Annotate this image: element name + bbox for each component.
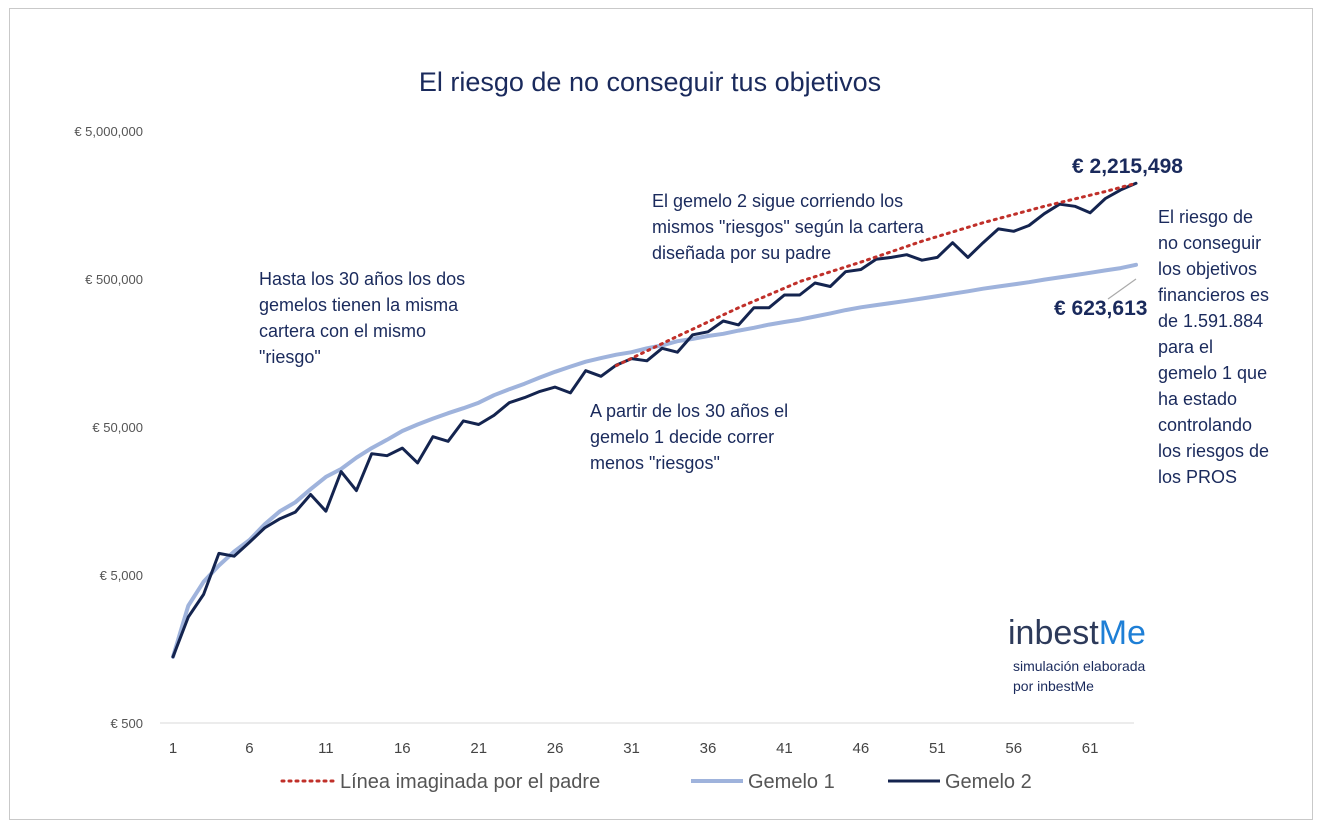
series-line-padre (614, 181, 1138, 368)
annotation-risk-line: ha estado (1158, 389, 1237, 409)
annotation-gemelo2: El gemelo 2 sigue corriendo los mismos "… (652, 191, 925, 263)
x-tick-label: 6 (245, 740, 253, 757)
y-axis: € 500 € 5,000 € 50,000 € 500,000 € 5,000,000 (74, 124, 143, 731)
annotation-risk-line: financieros es (1158, 285, 1269, 305)
x-tick-label: 11 (318, 740, 334, 757)
brand-caption-line: simulación elaborada (1013, 658, 1146, 674)
brand-caption-line: por inbestMe (1013, 678, 1094, 694)
x-tick-label: 56 (1005, 740, 1022, 757)
brand-logo-suffix: Me (1099, 614, 1146, 652)
annotation-early-line: gemelos tienen la misma (259, 295, 459, 315)
annotation-early-line: cartera con el mismo (259, 321, 426, 341)
annotation-early-line: "riesgo" (259, 347, 321, 367)
gemelo2-final-value: € 2,215,498 (1072, 155, 1183, 178)
x-tick-label: 51 (929, 740, 946, 757)
chart-title: El riesgo de no conseguir tus objetivos (419, 67, 881, 97)
annotation-risk-line: los objetivos (1158, 259, 1257, 279)
series-layer (171, 181, 1138, 659)
x-tick-label: 31 (623, 740, 640, 757)
x-axis: 1 6 11 16 21 26 31 36 41 46 51 56 61 (160, 722, 1134, 757)
annotation-gemelo2-line: diseñada por su padre (652, 243, 831, 263)
y-tick-label: € 5,000 (100, 568, 143, 583)
annotation-gemelo2-line: mismos "riesgos" según la cartera (652, 217, 925, 237)
annotation-risk: El riesgo de no conseguir los objetivos … (1158, 207, 1269, 487)
annotation-risk-line: para el (1158, 337, 1213, 357)
chart-svg: El riesgo de no conseguir tus objetivos … (74, 67, 1269, 793)
brand-logo-prefix: inbest (1008, 614, 1099, 652)
y-tick-label: € 500,000 (85, 272, 143, 287)
annotation-risk-line: gemelo 1 que (1158, 363, 1267, 383)
x-tick-label: 46 (853, 740, 870, 757)
annotation-risk-line: El riesgo de (1158, 207, 1253, 227)
brand-logo: inbestMe simulación elaborada por inbest… (1008, 614, 1146, 694)
x-tick-label: 16 (394, 740, 411, 757)
legend: Línea imaginada por el padre Gemelo 1 Geme… (280, 771, 1032, 793)
chart-frame: El riesgo de no conseguir tus objetivos … (9, 8, 1313, 820)
x-tick-label: 26 (547, 740, 564, 757)
brand-logo-text: inbestMe (1008, 614, 1146, 652)
annotation-early: Hasta los 30 años los dos gemelos tienen… (259, 269, 465, 367)
gemelo1-final-value: € 623,613 (1054, 297, 1147, 320)
annotation-risk-line: de 1.591.884 (1158, 311, 1263, 331)
annotation-gemelo1: A partir de los 30 años el gemelo 1 deci… (590, 401, 788, 473)
x-tick-label: 21 (470, 740, 487, 757)
annotation-risk-line: no conseguir (1158, 233, 1261, 253)
annotation-risk-line: los riesgos de (1158, 441, 1269, 461)
annotation-gemelo2-line: El gemelo 2 sigue corriendo los (652, 191, 903, 211)
y-tick-label: € 5,000,000 (74, 124, 143, 139)
annotation-risk-line: los PROS (1158, 467, 1237, 487)
annotation-early-line: Hasta los 30 años los dos (259, 269, 465, 289)
y-tick-label: € 50,000 (92, 420, 143, 435)
legend-label: Gemelo 2 (945, 771, 1032, 793)
x-tick-label: 41 (776, 740, 793, 757)
x-tick-label: 61 (1082, 740, 1099, 757)
gemelo1-leader-line (1107, 278, 1137, 300)
x-tick-label: 36 (700, 740, 717, 757)
annotation-gemelo1-line: gemelo 1 decide correr (590, 427, 774, 447)
legend-label: Gemelo 1 (748, 771, 835, 793)
annotation-gemelo1-line: menos "riesgos" (590, 453, 720, 473)
annotation-gemelo1-line: A partir de los 30 años el (590, 401, 788, 421)
series-line-gemelo-2 (171, 181, 1138, 659)
annotation-risk-line: controlando (1158, 415, 1252, 435)
y-tick-label: € 500 (110, 716, 143, 731)
legend-label: Línea imaginada por el padre (340, 771, 600, 793)
x-tick-label: 1 (169, 740, 177, 757)
